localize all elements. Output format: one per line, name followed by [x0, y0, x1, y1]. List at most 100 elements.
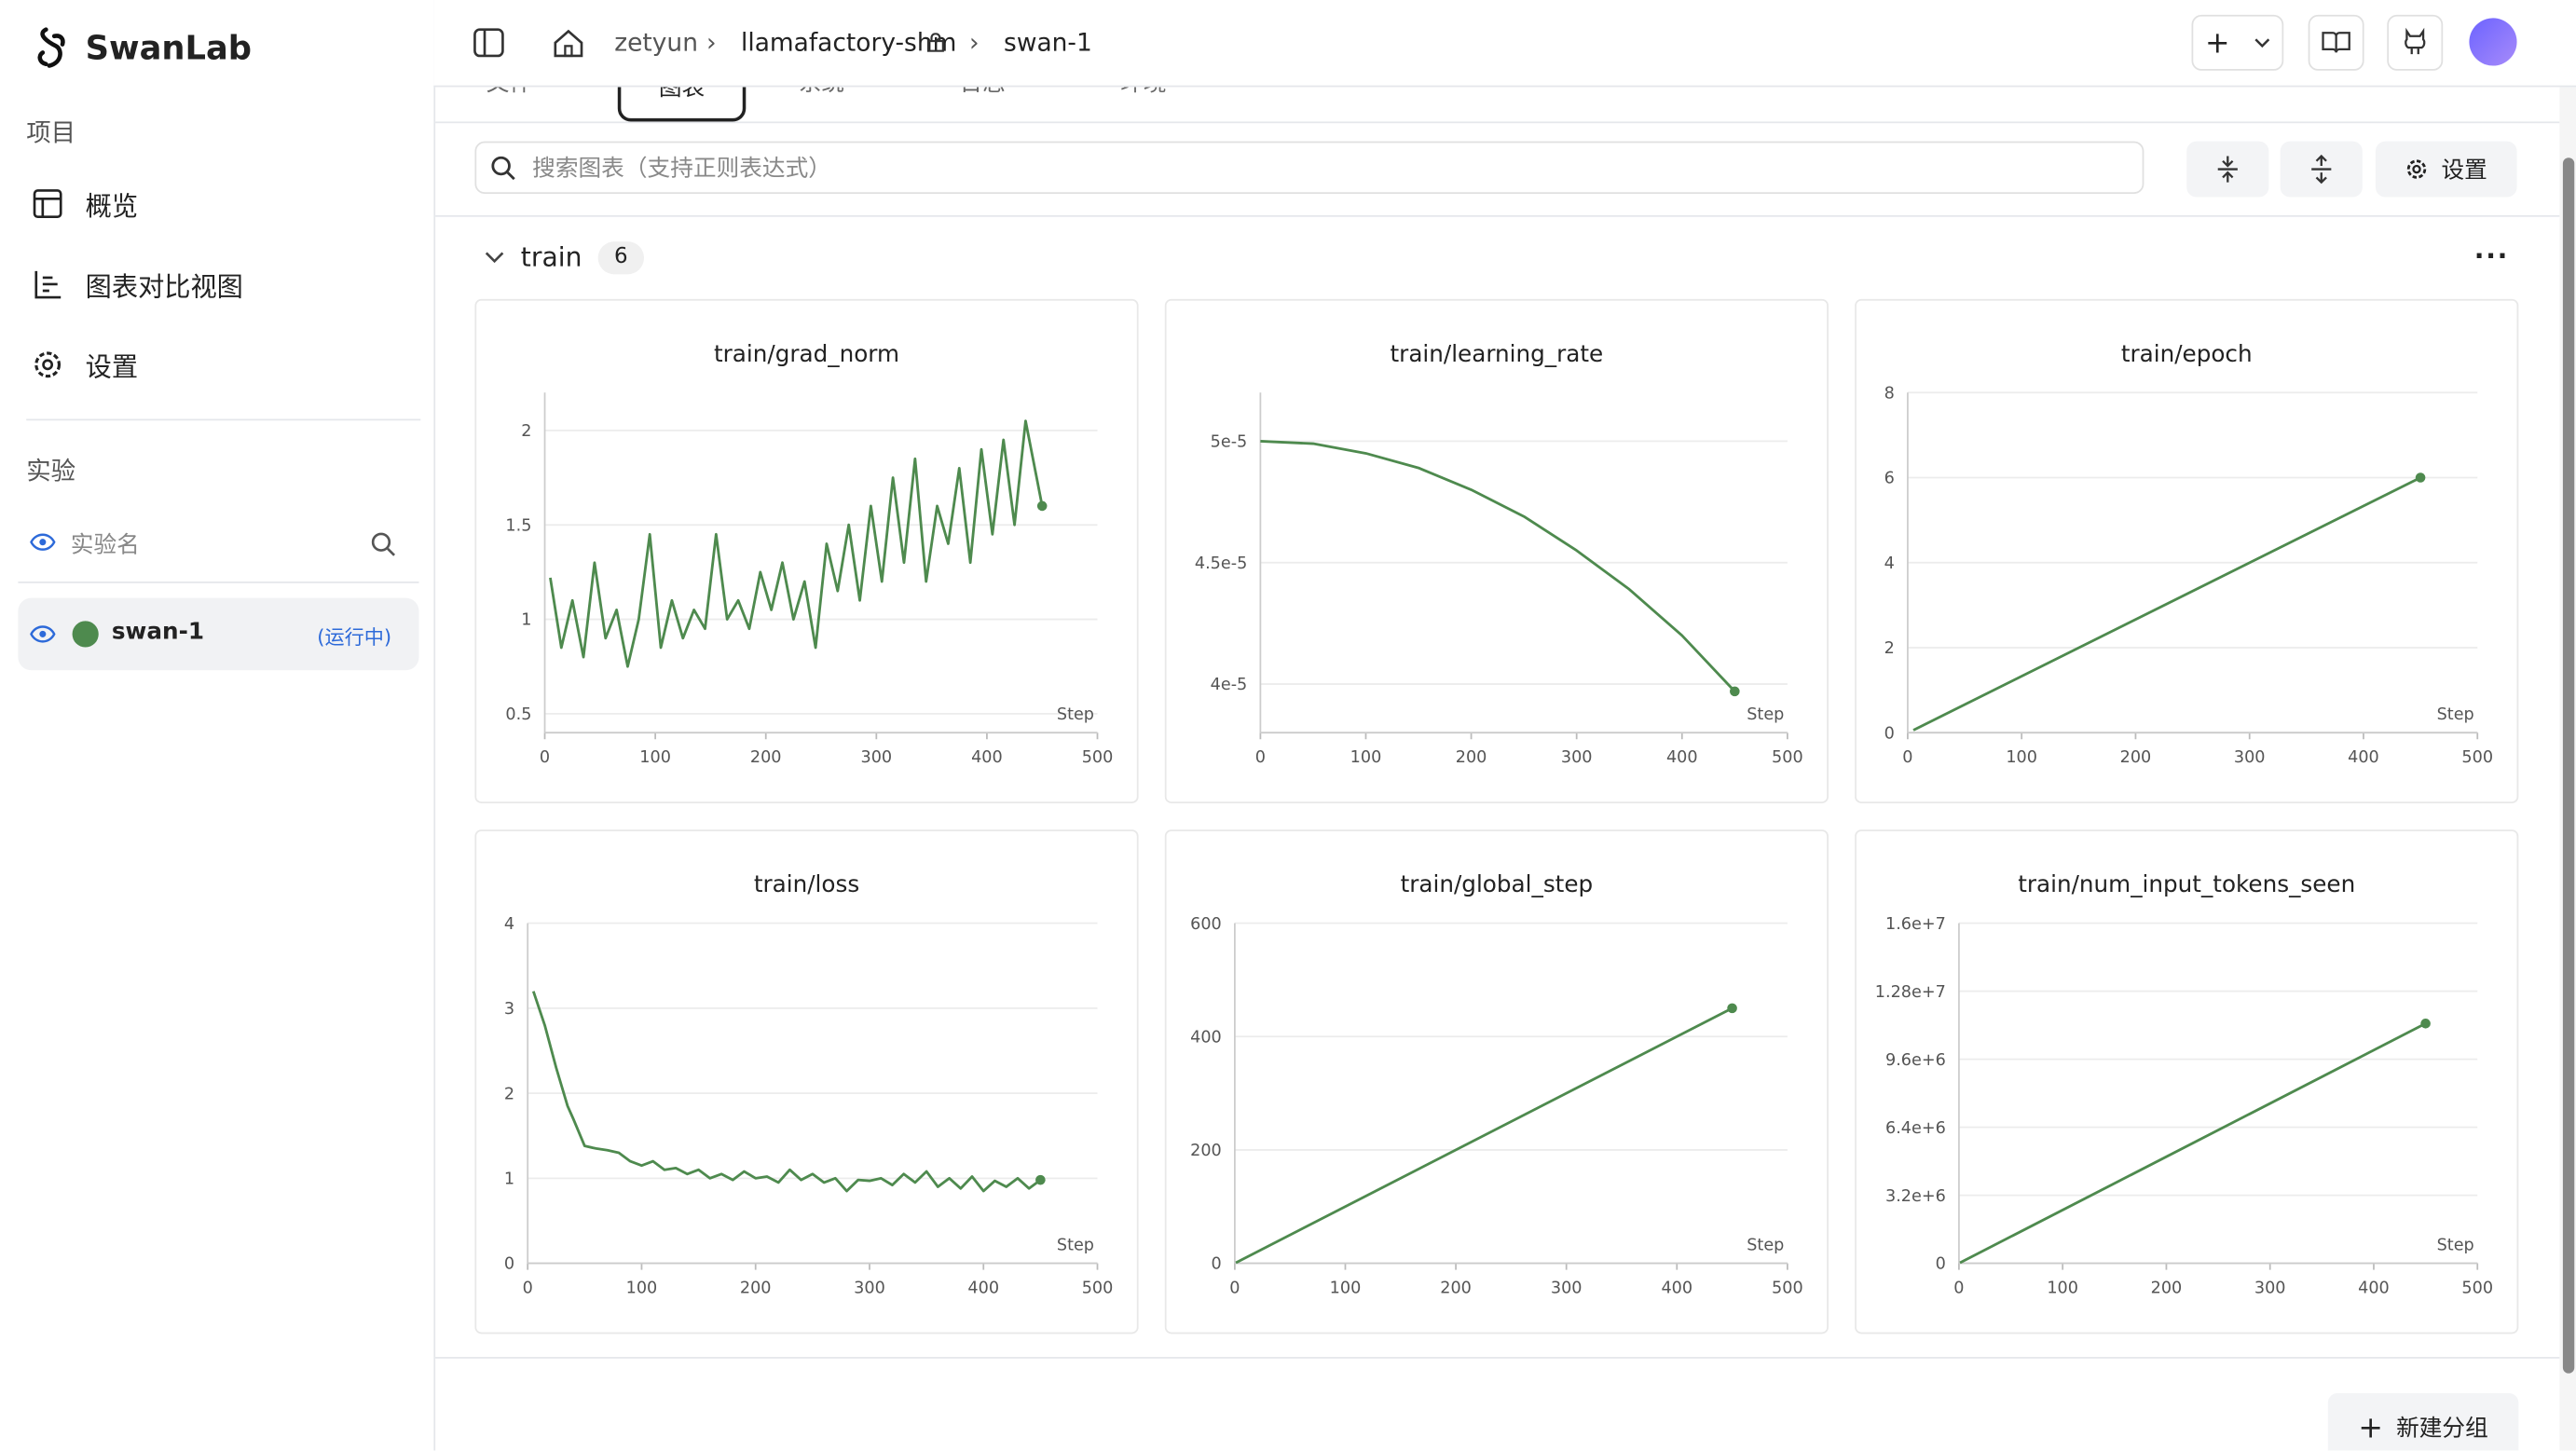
x-tick-label: 300: [1561, 748, 1593, 767]
chart-card[interactable]: train/num_input_tokens_seen 0 3.2e+6 6.4e+6…: [1855, 829, 2518, 1334]
y-tick-label: 2: [521, 422, 531, 441]
x-tick-label: 500: [1082, 748, 1114, 767]
chart-card[interactable]: train/learning_rate4e-54.5e-55e-50100200…: [1165, 299, 1829, 803]
avatar[interactable]: [2469, 18, 2516, 65]
last-point: [1035, 1175, 1046, 1185]
line-series: [1236, 1008, 1733, 1263]
chart: train/epoch024680100200300400500Step: [1857, 301, 2517, 802]
x-tick-label: 400: [967, 1279, 999, 1297]
divider: [26, 419, 420, 421]
chevron: [2254, 36, 2270, 49]
chart-card[interactable]: train/grad_norm0.511.520100200300400500S…: [474, 299, 1138, 803]
y-tick-label: 5e-5: [1211, 433, 1248, 452]
x-axis-label: Step: [1747, 1236, 1784, 1254]
chart: train/grad_norm0.511.520100200300400500S…: [476, 301, 1137, 802]
gear-icon: [2405, 157, 2429, 181]
y-tick-label: 0: [1884, 724, 1895, 743]
x-tick-label: 0: [1953, 1279, 1964, 1297]
x-tick-label: 500: [2461, 748, 2493, 767]
collapse-button[interactable]: [2186, 142, 2268, 198]
settings-button[interactable]: 设置: [2376, 142, 2517, 198]
search-placeholder: 搜索图表（支持正则表达式）: [532, 151, 831, 184]
last-point: [2416, 472, 2426, 483]
x-tick-label: 100: [1350, 748, 1382, 767]
header: zetyun › llamafactory-shm › swan-1 +: [433, 0, 2576, 87]
y-tick-label: 3.2e+6: [1885, 1187, 1946, 1206]
chart-title: train/num_input_tokens_seen: [2018, 870, 2355, 897]
chart-card[interactable]: train/global_step02004006000100200300400…: [1165, 829, 1829, 1334]
chart-title: train/learning_rate: [1391, 340, 1604, 367]
x-tick-label: 200: [740, 1279, 772, 1297]
nav-item[interactable]: 设置: [33, 345, 138, 384]
y-tick-label: 1.6e+7: [1885, 915, 1946, 934]
x-tick-label: 200: [1440, 1279, 1472, 1297]
x-tick-label: 300: [2234, 748, 2266, 767]
breadcrumb[interactable]: swan-1: [1004, 28, 1092, 58]
chart-card[interactable]: train/loss012340100200300400500Step: [474, 829, 1138, 1334]
y-tick-label: 0: [504, 1255, 514, 1274]
y-tick-label: 0: [1212, 1255, 1222, 1274]
x-tick-label: 0: [540, 748, 550, 767]
group-name: train: [521, 241, 582, 272]
search-icon[interactable]: [370, 530, 396, 556]
eye-icon[interactable]: [30, 532, 56, 552]
nav-icon: [33, 349, 62, 379]
chart-card[interactable]: train/epoch024680100200300400500Step: [1855, 299, 2518, 803]
expand-button[interactable]: [2281, 142, 2363, 198]
scrollbar-thumb[interactable]: [2563, 157, 2574, 1373]
create-button[interactable]: +: [2192, 15, 2284, 71]
y-tick-label: 4: [504, 915, 514, 934]
nav-item[interactable]: 概览: [33, 184, 138, 223]
experiment-search[interactable]: 实验名: [71, 527, 140, 560]
experiment-name: swan-1: [112, 620, 204, 646]
brand[interactable]: SwanLab: [33, 26, 252, 69]
y-tick-label: 0: [1936, 1255, 1946, 1274]
x-tick-label: 300: [1551, 1279, 1583, 1297]
breadcrumb[interactable]: zetyun: [614, 28, 698, 58]
lock-icon: [926, 33, 944, 52]
home-icon[interactable]: [552, 26, 584, 59]
docs-button[interactable]: [2309, 15, 2364, 71]
line-series: [533, 992, 1040, 1191]
y-tick-label: 0.5: [505, 705, 531, 724]
chart: train/global_step02004006000100200300400…: [1167, 831, 1828, 1333]
y-tick-label: 3: [504, 1000, 514, 1019]
plus-icon: +: [2205, 25, 2230, 60]
github-button[interactable]: [2387, 15, 2443, 71]
experiment-row[interactable]: swan-1 (运行中): [18, 598, 418, 671]
y-tick-label: 4.5e-5: [1195, 554, 1247, 573]
breadcrumb-sep: ›: [969, 28, 980, 58]
logo: [33, 26, 72, 69]
group-menu[interactable]: ···: [2474, 240, 2509, 270]
experiment-color: [73, 621, 99, 647]
x-tick-label: 300: [2254, 1279, 2286, 1297]
y-tick-label: 600: [1190, 915, 1222, 934]
group-toggle[interactable]: [483, 246, 506, 269]
new-group-button[interactable]: +新建分组: [2328, 1393, 2518, 1451]
nav-item[interactable]: 图表对比视图: [33, 265, 243, 304]
y-tick-label: 6: [1884, 470, 1895, 488]
line-series: [1913, 478, 2420, 731]
x-tick-label: 200: [1456, 748, 1487, 767]
chart-title: train/global_step: [1401, 870, 1594, 897]
y-tick-label: 6.4e+6: [1885, 1119, 1946, 1138]
y-tick-label: 400: [1190, 1028, 1222, 1047]
search-icon: [489, 155, 515, 181]
brand-name: SwanLab: [86, 28, 252, 67]
new-group-label: 新建分组: [2396, 1411, 2488, 1444]
eye-icon[interactable]: [30, 624, 56, 644]
x-tick-label: 0: [1902, 748, 1912, 767]
x-tick-label: 100: [1330, 1279, 1362, 1297]
sidebar-toggle[interactable]: [473, 28, 504, 58]
settings-label: 设置: [2441, 153, 2487, 185]
breadcrumb[interactable]: llamafactory-shm: [741, 28, 956, 58]
chart-search[interactable]: 搜索图表（支持正则表达式）: [474, 142, 2144, 194]
divider: [433, 1357, 2559, 1359]
x-axis-label: Step: [1057, 705, 1094, 724]
x-tick-label: 200: [2120, 748, 2152, 767]
group-count: 6: [598, 241, 644, 274]
sidebar: SwanLab 项目 概览 图表对比视图 设置 实验 实验名 swan-1 (运…: [0, 0, 435, 1451]
x-tick-label: 500: [1082, 1279, 1114, 1297]
x-tick-label: 400: [1666, 748, 1698, 767]
last-point: [1730, 687, 1740, 697]
